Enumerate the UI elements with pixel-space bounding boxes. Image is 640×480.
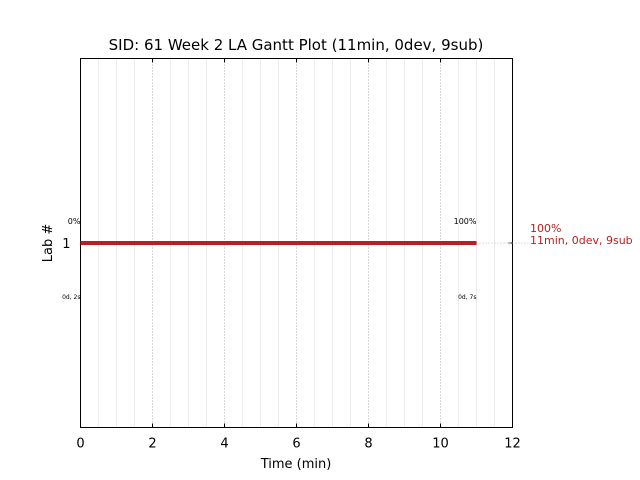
bar-end-time-label: 0d, 7s [458,294,476,301]
x-tick-label: 6 [292,437,300,452]
x-axis-label: Time (min) [260,457,332,472]
x-tick-label: 10 [432,437,449,452]
bar-end-percent-label: 100% [454,217,477,226]
x-tick-label: 0 [76,437,84,452]
x-tick-label: 4 [220,437,228,452]
x-tick-label: 2 [148,437,156,452]
chart-title: SID: 61 Week 2 LA Gantt Plot (11min, 0de… [109,36,484,54]
bar-summary-text: 11min, 0dev, 9sub [530,234,633,247]
x-tick-label: 12 [504,437,521,452]
bar-summary-percent: 100% [530,222,561,235]
bar-start-time-label: 0d, 2s [62,294,80,301]
y-axis-label: Lab # [41,224,56,263]
x-axis-ticks: 0 2 4 6 8 10 12 [76,58,521,452]
y-tick-label: 1 [62,237,70,252]
x-tick-label: 8 [364,437,372,452]
bar-start-percent-label: 0% [68,217,81,226]
